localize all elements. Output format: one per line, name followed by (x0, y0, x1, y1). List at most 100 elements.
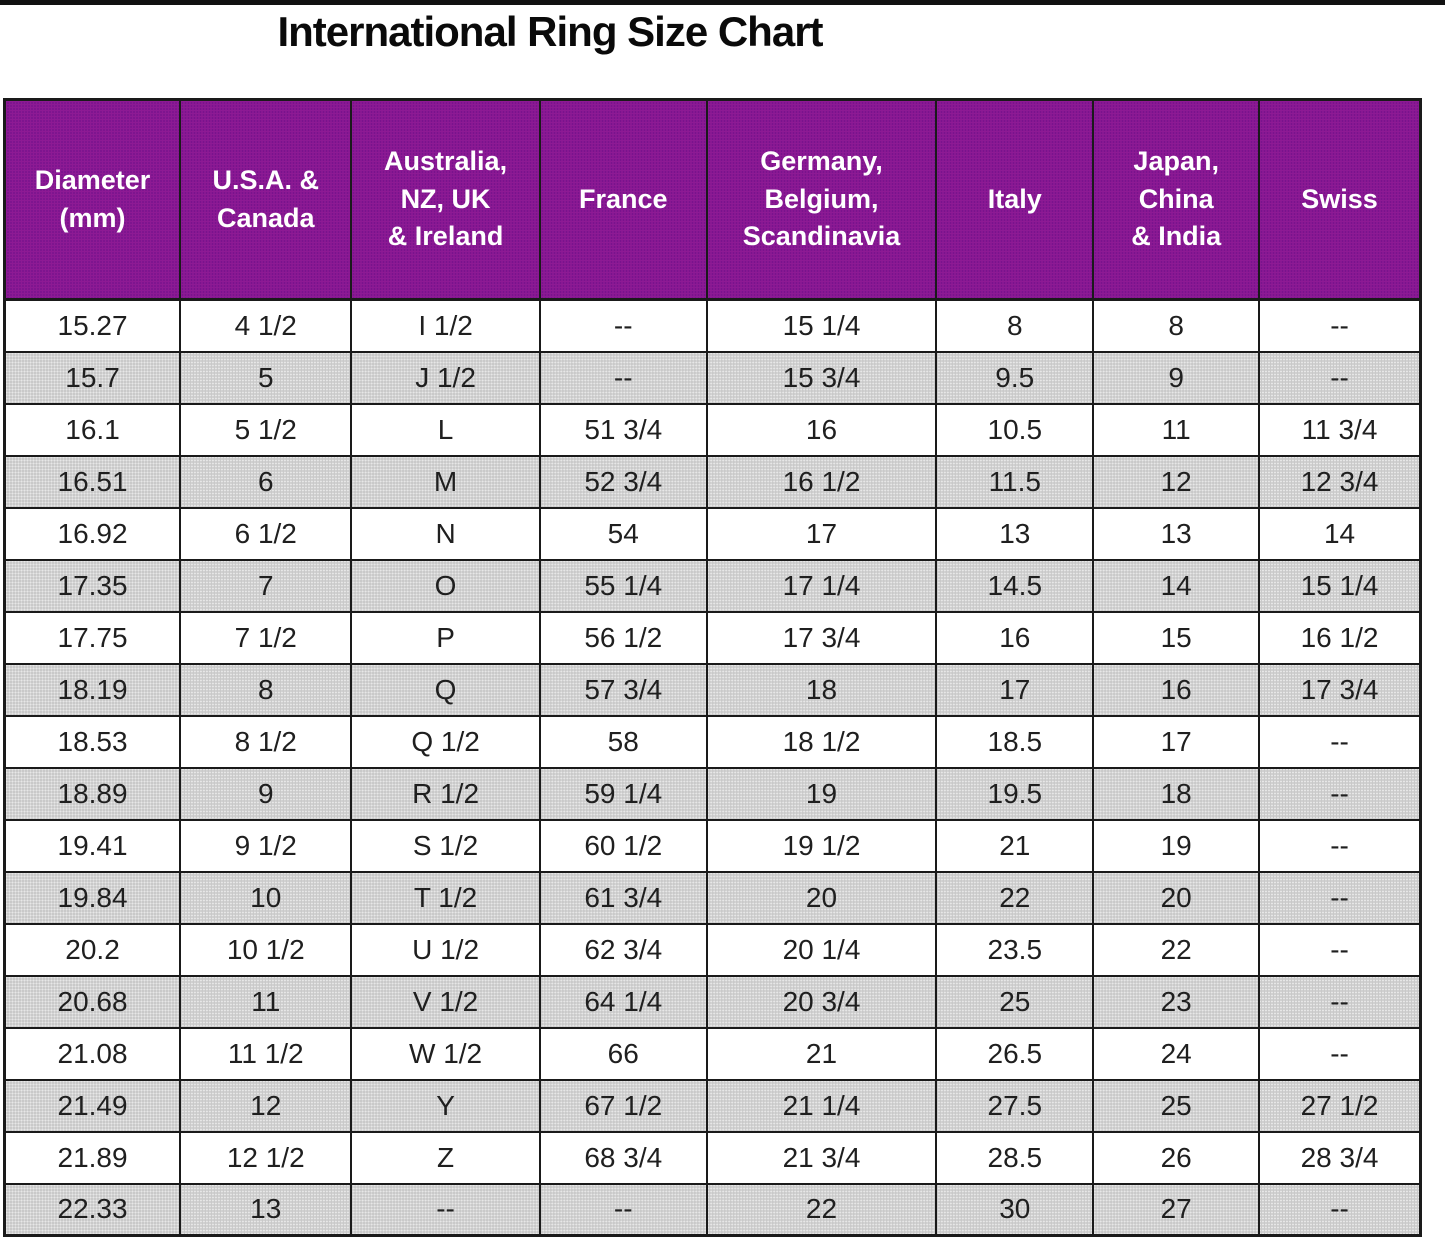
cell-usa-canada: 7 1/2 (179, 610, 353, 665)
cell-italy: 22 (935, 870, 1095, 925)
table-row: 19.84 10 T 1/2 61 3/4 20 22 20 -- (3, 870, 1422, 925)
column-header-france: France (538, 98, 708, 301)
table-row: 22.33 13 -- -- 22 30 27 -- (3, 1182, 1422, 1237)
column-header-germany-belgium-scandinavia: Germany, Belgium, Scandinavia (705, 98, 938, 301)
cell-france: 56 1/2 (538, 610, 708, 665)
cell-usa-canada: 11 1/2 (179, 1026, 353, 1081)
cell-italy: 17 (935, 662, 1095, 717)
cell-france: 57 3/4 (538, 662, 708, 717)
cell-australia-nz-uk-ireland: I 1/2 (350, 298, 541, 353)
cell-swiss: 27 1/2 (1258, 1078, 1422, 1133)
cell-diameter-mm: 16.92 (3, 506, 182, 561)
cell-usa-canada: 13 (179, 1182, 353, 1237)
table-row: 21.08 11 1/2 W 1/2 66 21 26.5 24 -- (3, 1026, 1422, 1081)
cell-italy: 23.5 (935, 922, 1095, 977)
cell-france: -- (538, 350, 708, 405)
cell-usa-canada: 6 1/2 (179, 506, 353, 561)
cell-italy: 10.5 (935, 402, 1095, 457)
cell-france: 62 3/4 (538, 922, 708, 977)
cell-swiss: 15 1/4 (1258, 558, 1422, 613)
cell-germany-belgium-scandinavia: 17 3/4 (705, 610, 938, 665)
cell-france: 66 (538, 1026, 708, 1081)
table-row: 15.27 4 1/2 I 1/2 -- 15 1/4 8 8 -- (3, 298, 1422, 353)
cell-germany-belgium-scandinavia: 21 1/4 (705, 1078, 938, 1133)
column-header-swiss: Swiss (1258, 98, 1422, 301)
cell-germany-belgium-scandinavia: 21 (705, 1026, 938, 1081)
cell-japan-china-india: 13 (1092, 506, 1261, 561)
cell-italy: 30 (935, 1182, 1095, 1237)
cell-germany-belgium-scandinavia: 20 (705, 870, 938, 925)
cell-usa-canada: 9 1/2 (179, 818, 353, 873)
cell-australia-nz-uk-ireland: T 1/2 (350, 870, 541, 925)
cell-germany-belgium-scandinavia: 18 1/2 (705, 714, 938, 769)
cell-usa-canada: 10 (179, 870, 353, 925)
cell-usa-canada: 5 1/2 (179, 402, 353, 457)
cell-australia-nz-uk-ireland: O (350, 558, 541, 613)
header-row: Diameter (mm) U.S.A. & Canada Australia, N… (3, 98, 1422, 301)
cell-australia-nz-uk-ireland: N (350, 506, 541, 561)
cell-australia-nz-uk-ireland: Q 1/2 (350, 714, 541, 769)
cell-swiss: -- (1258, 818, 1422, 873)
cell-swiss: 16 1/2 (1258, 610, 1422, 665)
cell-germany-belgium-scandinavia: 17 1/4 (705, 558, 938, 613)
cell-usa-canada: 4 1/2 (179, 298, 353, 353)
cell-usa-canada: 12 1/2 (179, 1130, 353, 1185)
cell-france: 52 3/4 (538, 454, 708, 509)
cell-australia-nz-uk-ireland: Y (350, 1078, 541, 1133)
cell-france: -- (538, 298, 708, 353)
cell-diameter-mm: 15.7 (3, 350, 182, 405)
column-header-usa-canada: U.S.A. & Canada (179, 98, 353, 301)
cell-australia-nz-uk-ireland: W 1/2 (350, 1026, 541, 1081)
cell-italy: 11.5 (935, 454, 1095, 509)
cell-japan-china-india: 23 (1092, 974, 1261, 1029)
cell-diameter-mm: 17.35 (3, 558, 182, 613)
cell-france: 61 3/4 (538, 870, 708, 925)
table-row: 18.53 8 1/2 Q 1/2 58 18 1/2 18.5 17 -- (3, 714, 1422, 769)
table-row: 16.1 5 1/2 L 51 3/4 16 10.5 11 11 3/4 (3, 402, 1422, 457)
cell-germany-belgium-scandinavia: 19 1/2 (705, 818, 938, 873)
table-row: 18.89 9 R 1/2 59 1/4 19 19.5 18 -- (3, 766, 1422, 821)
table-row: 17.75 7 1/2 P 56 1/2 17 3/4 16 15 16 1/2 (3, 610, 1422, 665)
table-row: 18.19 8 Q 57 3/4 18 17 16 17 3/4 (3, 662, 1422, 717)
cell-france: 60 1/2 (538, 818, 708, 873)
cell-italy: 13 (935, 506, 1095, 561)
cell-diameter-mm: 18.19 (3, 662, 182, 717)
cell-diameter-mm: 20.2 (3, 922, 182, 977)
cell-australia-nz-uk-ireland: Z (350, 1130, 541, 1185)
cell-france: 55 1/4 (538, 558, 708, 613)
cell-swiss: -- (1258, 766, 1422, 821)
ring-size-table-grid: Diameter (mm) U.S.A. & Canada Australia, N… (3, 98, 1422, 1237)
cell-italy: 28.5 (935, 1130, 1095, 1185)
cell-australia-nz-uk-ireland: P (350, 610, 541, 665)
cell-japan-china-india: 12 (1092, 454, 1261, 509)
cell-germany-belgium-scandinavia: 18 (705, 662, 938, 717)
cell-swiss: 12 3/4 (1258, 454, 1422, 509)
cell-usa-canada: 8 1/2 (179, 714, 353, 769)
cell-diameter-mm: 16.51 (3, 454, 182, 509)
cell-usa-canada: 5 (179, 350, 353, 405)
cell-swiss: 17 3/4 (1258, 662, 1422, 717)
table-row: 19.41 9 1/2 S 1/2 60 1/2 19 1/2 21 19 -- (3, 818, 1422, 873)
cell-australia-nz-uk-ireland: J 1/2 (350, 350, 541, 405)
table-row: 15.7 5 J 1/2 -- 15 3/4 9.5 9 -- (3, 350, 1422, 405)
table-row: 17.35 7 O 55 1/4 17 1/4 14.5 14 15 1/4 (3, 558, 1422, 613)
cell-diameter-mm: 19.41 (3, 818, 182, 873)
cell-usa-canada: 10 1/2 (179, 922, 353, 977)
cell-swiss: -- (1258, 350, 1422, 405)
page-title: International Ring Size Chart (277, 8, 823, 55)
cell-usa-canada: 6 (179, 454, 353, 509)
cell-diameter-mm: 22.33 (3, 1182, 182, 1237)
table-body: 15.27 4 1/2 I 1/2 -- 15 1/4 8 8 -- 15.7 5 J 1/2 -- 1… (3, 298, 1422, 1237)
cell-japan-china-india: 26 (1092, 1130, 1261, 1185)
cell-usa-canada: 12 (179, 1078, 353, 1133)
table-row: 21.49 12 Y 67 1/2 21 1/4 27.5 25 27 1/2 (3, 1078, 1422, 1133)
cell-swiss: -- (1258, 298, 1422, 353)
cell-japan-china-india: 20 (1092, 870, 1261, 925)
cell-japan-china-india: 19 (1092, 818, 1261, 873)
cell-swiss: 28 3/4 (1258, 1130, 1422, 1185)
cell-diameter-mm: 21.49 (3, 1078, 182, 1133)
cell-france: 54 (538, 506, 708, 561)
cell-france: -- (538, 1182, 708, 1237)
cell-germany-belgium-scandinavia: 16 (705, 402, 938, 457)
table-row: 16.51 6 M 52 3/4 16 1/2 11.5 12 12 3/4 (3, 454, 1422, 509)
